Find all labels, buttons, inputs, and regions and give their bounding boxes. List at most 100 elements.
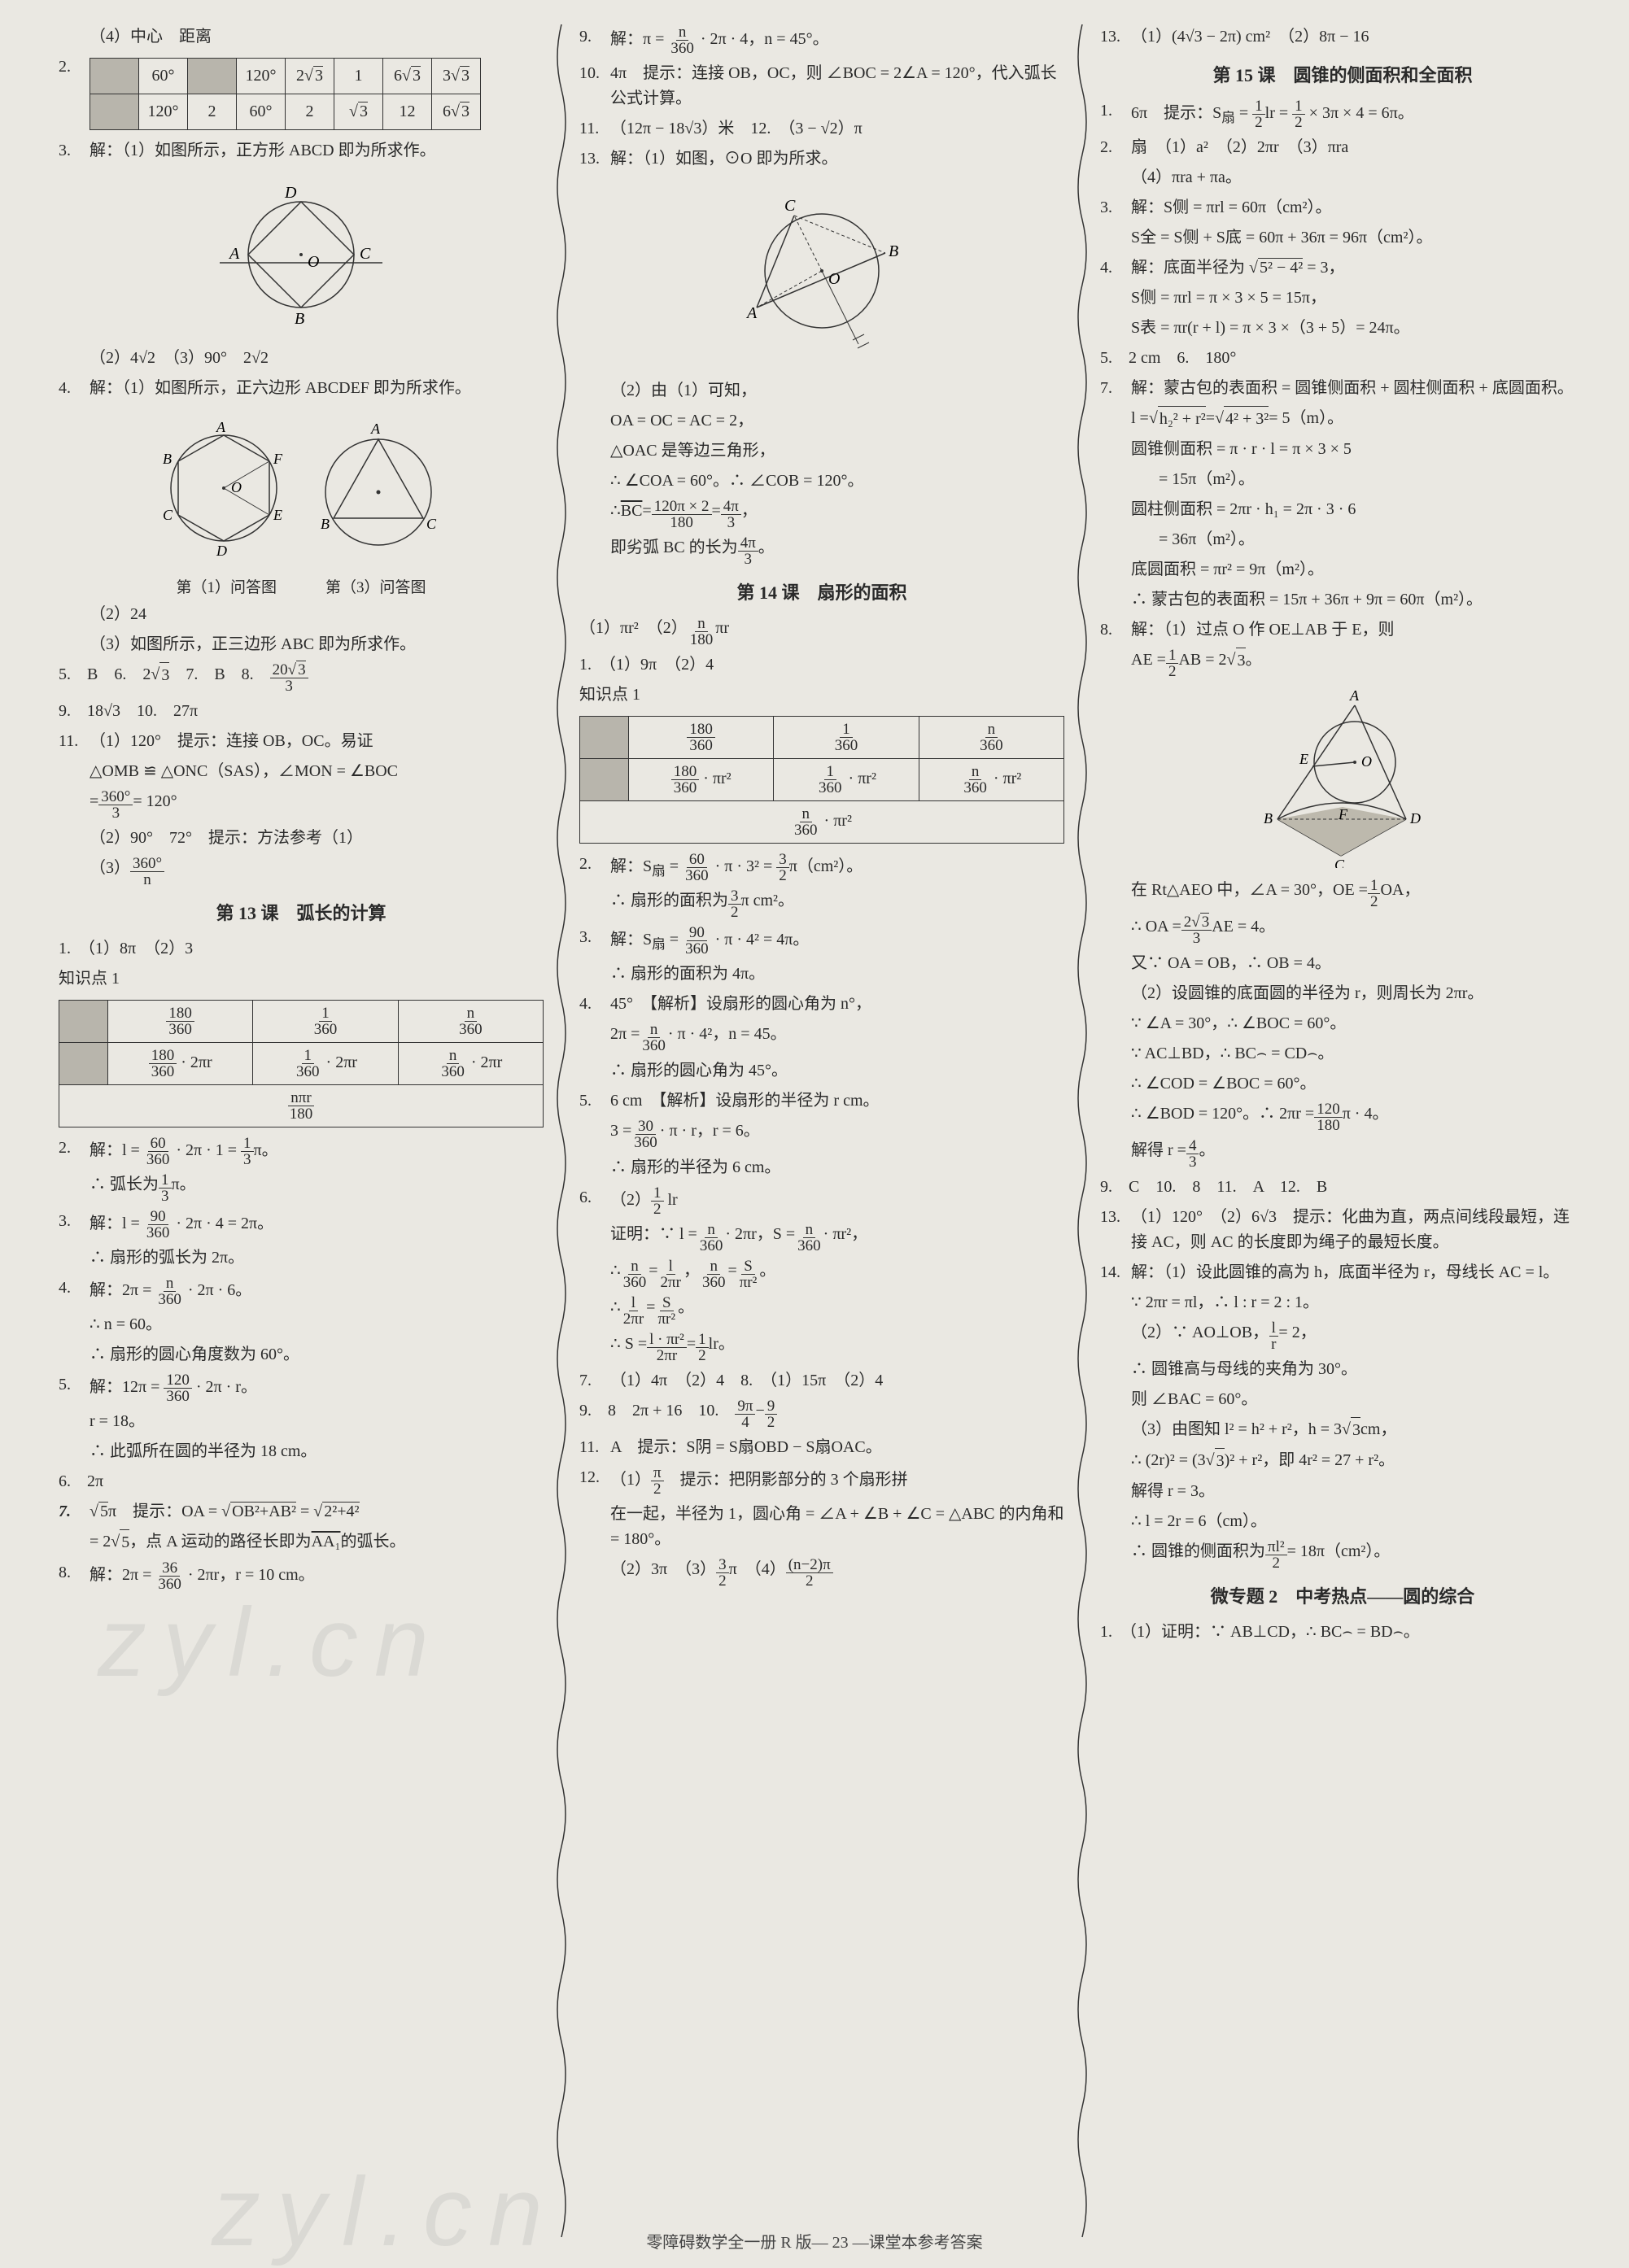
text: ∴ ∠COA = 60°。∴ ∠COB = 120°。 — [579, 469, 1064, 494]
text: 1. （1）证明：∵ AB⊥CD，∴ BC⌢ = BD⌢。 — [1100, 1620, 1585, 1645]
text: （2）4√2 （3）90° 2√2 — [59, 346, 544, 371]
svg-text:C: C — [426, 516, 437, 532]
section-title: 第 14 课 扇形的面积 — [579, 578, 1064, 604]
text: 又∵ OA = OB，∴ OB = 4。 — [1100, 951, 1585, 976]
text: 9. C 10. 8 11. A 12. B — [1100, 1175, 1585, 1200]
svg-text:B: B — [1264, 810, 1273, 827]
text: （2）设圆锥的底面圆的半径为 r，则周长为 2πr。 — [1100, 981, 1585, 1006]
text: ∴ BC = 120π × 2180 = 4π3， — [579, 499, 1064, 530]
text: ∵ ∠A = 30°，∴ ∠BOC = 60°。 — [1100, 1011, 1585, 1036]
svg-text:D: D — [1409, 810, 1421, 827]
text: 解：蒙古包的表面积 = 圆锥侧面积 + 圆柱侧面积 + 底圆面积。 — [1131, 376, 1574, 401]
text: ∴ S = l · πr²2πr = 12 lr。 — [579, 1332, 1064, 1363]
text: ∴ n = 60。 — [59, 1312, 544, 1337]
text: 6 cm 【解析】设扇形的半径为 r cm。 — [610, 1088, 880, 1114]
text: ∴ 扇形的半径为 6 cm。 — [579, 1155, 1064, 1180]
text: （1）4π （2）4 8. （1）15π （2）4 — [610, 1368, 883, 1394]
text: 解得 r = 3。 — [1100, 1479, 1585, 1504]
watermark: zyl.cn — [98, 1586, 445, 1699]
text: 解：l = 90360 · 2π · 4 = 2π。 — [90, 1209, 273, 1241]
text: = 15π（m²）。 — [1100, 467, 1585, 492]
text: （3）360°n — [59, 856, 544, 888]
text: S侧 = πrl = π × 3 × 5 = 15π， — [1100, 286, 1585, 311]
section-title: 第 13 课 弧长的计算 — [59, 899, 544, 925]
text: ∴ ∠COD = ∠BOC = 60°。 — [1100, 1071, 1585, 1097]
column-2: 9.解：π = n360 · 2π · 4，n = 45°。 10.4π 提示：… — [570, 24, 1074, 2251]
text: ∴ 扇形的面积为 32π cm²。 — [579, 888, 1064, 920]
svg-text:D: D — [284, 184, 297, 202]
text: 知识点 1 — [579, 683, 1064, 708]
text: （1）π2 提示：把阴影部分的 3 个扇形拼 — [610, 1465, 908, 1497]
svg-text:B: B — [163, 451, 172, 467]
svg-text:D: D — [216, 543, 227, 559]
svg-text:O: O — [1361, 753, 1372, 770]
svg-text:A: A — [216, 419, 226, 435]
svg-text:C: C — [360, 245, 371, 263]
text: 圆柱侧面积 = 2πr · h₁ = 2π · 3 · 6 — [1100, 497, 1585, 522]
text: （2）3π （3）32π （4）(n−2)π2 — [579, 1557, 1064, 1589]
text: 5. B 6. 23 7. B 8. 2033 — [59, 662, 544, 694]
text: 证明：∵ l = n360 · 2πr，S = n360 · πr²， — [579, 1222, 1064, 1254]
text: S全 = S侧 + S底 = 60π + 36π = 96π（cm²）。 — [1100, 225, 1585, 251]
text: （3）如图所示，正三边形 ABC 即为所求作。 — [59, 632, 544, 657]
text: （2）24 — [59, 602, 544, 627]
text: AE = 12AB = 23。 — [1100, 648, 1585, 679]
text: ∴ 此弧所在圆的半径为 18 cm。 — [59, 1439, 544, 1464]
text: （1）(4√3 − 2π) cm² （2）8π − 16 — [1131, 24, 1369, 50]
text: ∵ AC⊥BD，∴ BC⌢ = CD⌢。 — [1100, 1041, 1585, 1066]
text: 解：12π = 120360 · 2π · r。 — [90, 1372, 257, 1404]
svg-text:B: B — [889, 242, 898, 260]
text: ∴ 圆锥的侧面积为 πl²2 = 18π（cm²）。 — [1100, 1539, 1585, 1571]
text: ∴ ∠BOD = 120°。∴ 2πr = 120180π · 4。 — [1100, 1101, 1585, 1133]
figure: A B C O — [579, 181, 1064, 369]
text: 解：2π = n360 · 2π · 6。 — [90, 1276, 251, 1307]
text: ∴ 扇形的面积为 4π。 — [579, 962, 1064, 987]
text: l = h₂² + r² = 4² + 3² = 5（m）。 — [1100, 406, 1585, 432]
figure: O A F E D C B A B C — [59, 411, 544, 565]
text: （4）中心 距离 — [59, 24, 544, 50]
svg-text:A: A — [1349, 689, 1360, 704]
text: OA = OC = AC = 2， — [579, 408, 1064, 434]
text: 扇 （1）a² （2）2πr （3）πra — [1131, 135, 1348, 160]
text: ∴ l = 2r = 6（cm）。 — [1100, 1509, 1585, 1534]
text: （1）120° （2）6√3 提示：化曲为直，两点间线段最短，连接 AC，则 A… — [1131, 1205, 1585, 1255]
svg-text:A: A — [228, 245, 240, 263]
text: 圆锥侧面积 = π · r · l = π × 3 × 5 — [1100, 437, 1585, 462]
text: △OAC 是等边三角形， — [579, 438, 1064, 464]
text: 解：（1）如图所示，正方形 ABCD 即为所求作。 — [90, 138, 436, 164]
text: 9. 8 2π + 16 10. 9π4 − 92 — [579, 1398, 1064, 1430]
svg-text:O: O — [308, 253, 319, 271]
text: = 360°3 = 120° — [59, 789, 544, 821]
text: 即劣弧 BC 的长为 4π3。 — [579, 535, 1064, 567]
page: zyl.cn zyl.cn （4）中心 距离 2. 60°120°2316333… — [0, 0, 1629, 2259]
text: （2）90° 72° 提示：方法参考（1） — [59, 826, 544, 851]
svg-text:B: B — [321, 516, 330, 532]
text: = 36π（m²）。 — [1100, 527, 1585, 552]
text: 解：底面半径为 5² − 4² = 3， — [1131, 255, 1345, 281]
text: 解：S扇 = 60360 · π · 3² = 32π（cm²）。 — [610, 852, 863, 883]
svg-text:C: C — [784, 197, 796, 215]
text: 知识点 1 — [59, 966, 544, 992]
table: 1803601360n360 180360 · 2πr1360 · 2πrn36… — [59, 1000, 544, 1127]
table: 1803601360n360 180360 · πr²1360 · πr²n36… — [579, 716, 1064, 844]
text: = 25，点 A 运动的路径长即为 AA₁ 的弧长。 — [59, 1529, 544, 1555]
svg-text:E: E — [273, 507, 282, 523]
item-num: 2. — [59, 55, 90, 133]
text: 解得 r = 43。 — [1100, 1138, 1585, 1170]
text: （3）由图知 l² = h² + r²，h = 33 cm， — [1100, 1417, 1585, 1443]
text: ∴ 扇形的圆心角度数为 60°。 — [59, 1342, 544, 1367]
text: △OMB ≌ △ONC（SAS），∠MON = ∠BOC — [59, 759, 544, 784]
text: ∴ 弧长为 13π。 — [59, 1172, 544, 1204]
text: ∴ 扇形的圆心角为 45°。 — [579, 1058, 1064, 1084]
divider — [1074, 24, 1090, 2251]
text: （2）由（1）可知， — [579, 378, 1064, 403]
text: S表 = πr(r + l) = π × 3 ×（3 + 5）= 24π。 — [1100, 316, 1585, 341]
text: （12π − 18√3）米 12. （3 − √2）π — [610, 116, 863, 142]
svg-text:F: F — [1338, 806, 1348, 822]
text: 4π 提示：连接 OB，OC，则 ∠BOC = 2∠A = 120°，代入弧长公… — [610, 61, 1064, 111]
text: ∴ n360 = l2πr，n360 = Sπr²。 — [579, 1258, 1064, 1290]
svg-text:O: O — [828, 270, 840, 288]
svg-text:C: C — [163, 507, 173, 523]
section-title: 第 15 课 圆锥的侧面积和全面积 — [1100, 61, 1585, 87]
figure: A C D B O — [59, 173, 544, 336]
